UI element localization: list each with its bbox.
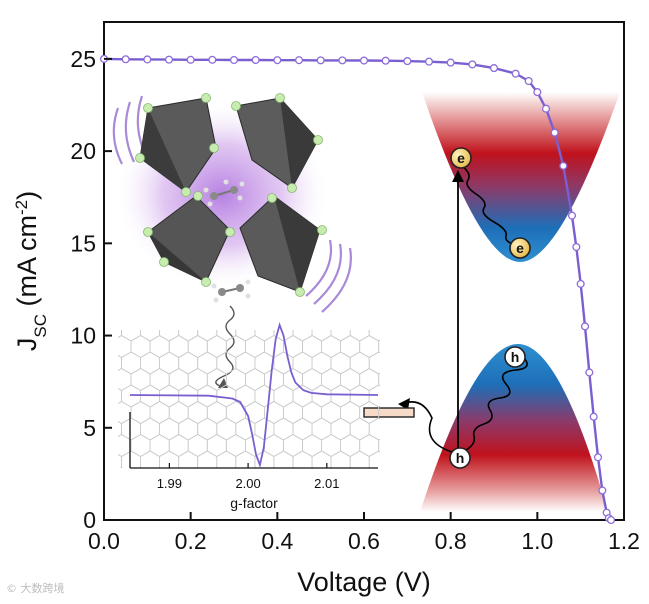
x-tick-label: 0.6 xyxy=(348,528,380,554)
y-tick-label: 20 xyxy=(70,138,96,164)
hole-top-icon xyxy=(504,346,526,368)
jv-data-point xyxy=(403,57,412,66)
jv-data-point xyxy=(589,412,598,421)
jv-data-point xyxy=(359,56,369,65)
y-tick-label: 15 xyxy=(70,230,96,256)
x-tick-label: 0.8 xyxy=(435,528,467,554)
jv-data-point xyxy=(446,58,455,67)
jv-data-point xyxy=(585,368,594,377)
free-cation xyxy=(211,279,251,303)
jv-data-point xyxy=(143,55,152,64)
jv-data-point xyxy=(164,55,174,64)
jv-data-point xyxy=(294,56,304,65)
jv-data-point xyxy=(559,161,568,170)
y-tick-label: 5 xyxy=(83,415,96,441)
y-tick-label: 0 xyxy=(83,507,96,533)
cation-diffusion-arrow xyxy=(215,305,235,387)
jv-data-point xyxy=(524,76,533,86)
methylammonium-cation xyxy=(203,179,245,207)
jv-data-point xyxy=(550,128,559,137)
inset-x-tick-label: 2.00 xyxy=(235,476,260,491)
jv-data-point xyxy=(229,55,239,65)
jv-data-point xyxy=(541,104,551,113)
hole-transfer-arrowhead xyxy=(398,398,410,410)
valence-band xyxy=(420,344,608,512)
electron-top-icon xyxy=(450,147,472,169)
hole-bottom-label: h xyxy=(456,450,465,466)
epr-inset: 1.99 2.00 2.01 g-factor xyxy=(118,322,380,511)
electron-bottom-icon xyxy=(509,237,531,259)
epr-spectrum-line xyxy=(129,322,379,469)
x-tick-label: 1.2 xyxy=(608,528,640,554)
carriers: e e h h xyxy=(449,147,531,469)
jv-data-point xyxy=(576,279,585,288)
jv-data-point xyxy=(468,60,477,69)
hole-bottom-icon xyxy=(449,447,471,469)
inset-xlabel: g-factor xyxy=(230,495,278,511)
jv-data-point xyxy=(598,486,607,495)
jv-data-point xyxy=(511,69,520,78)
jv-data-point xyxy=(580,322,590,331)
jv-data-point xyxy=(186,55,195,64)
watermark-text: © 大数跨境 xyxy=(6,582,65,595)
jv-data-point xyxy=(251,55,260,65)
y-tick-label: 25 xyxy=(70,46,96,72)
hole-transfer-arrow xyxy=(401,401,453,453)
jv-data-point xyxy=(121,55,130,64)
band-diagram xyxy=(363,92,620,512)
jv-data-point xyxy=(273,56,282,65)
jv-series xyxy=(99,54,616,525)
electron-top-label: e xyxy=(457,150,465,166)
conduction-band xyxy=(422,92,620,262)
jv-data-point xyxy=(606,515,616,525)
y-axis-title: JSC (mA cm-2) xyxy=(12,191,50,351)
inset-x-tick-label: 2.01 xyxy=(314,476,339,491)
jv-data-point xyxy=(572,242,581,252)
graphene-edge-bar xyxy=(363,407,415,418)
jv-data-point xyxy=(567,211,577,220)
x-tick-label: 0.4 xyxy=(261,528,293,554)
x-axis-title: Voltage (V) xyxy=(297,567,431,597)
x-tick-label: 0.2 xyxy=(175,528,207,554)
perovskite-illustration xyxy=(112,93,352,388)
jv-data-point xyxy=(424,57,434,66)
electron-relaxation-path xyxy=(461,165,519,247)
jv-data-point xyxy=(593,453,603,462)
jv-data-point xyxy=(208,55,217,64)
hole-relaxation-path xyxy=(465,353,528,451)
x-tick-label: 1.0 xyxy=(521,528,553,554)
excitation-arrowhead xyxy=(452,170,464,182)
jv-data-point xyxy=(489,64,499,73)
jv-data-point xyxy=(338,56,347,65)
y-tick-label: 10 xyxy=(70,323,96,349)
iodide-atoms xyxy=(135,93,327,297)
octahedra xyxy=(139,97,321,293)
jv-data-point xyxy=(316,56,325,65)
jv-data-point xyxy=(381,56,390,65)
x-tick-label: 0.0 xyxy=(88,528,120,554)
jv-data-point xyxy=(533,88,542,97)
hole-top-label: h xyxy=(511,349,520,365)
inset-x-tick-label: 1.99 xyxy=(157,476,182,491)
electron-bottom-label: e xyxy=(516,240,524,256)
